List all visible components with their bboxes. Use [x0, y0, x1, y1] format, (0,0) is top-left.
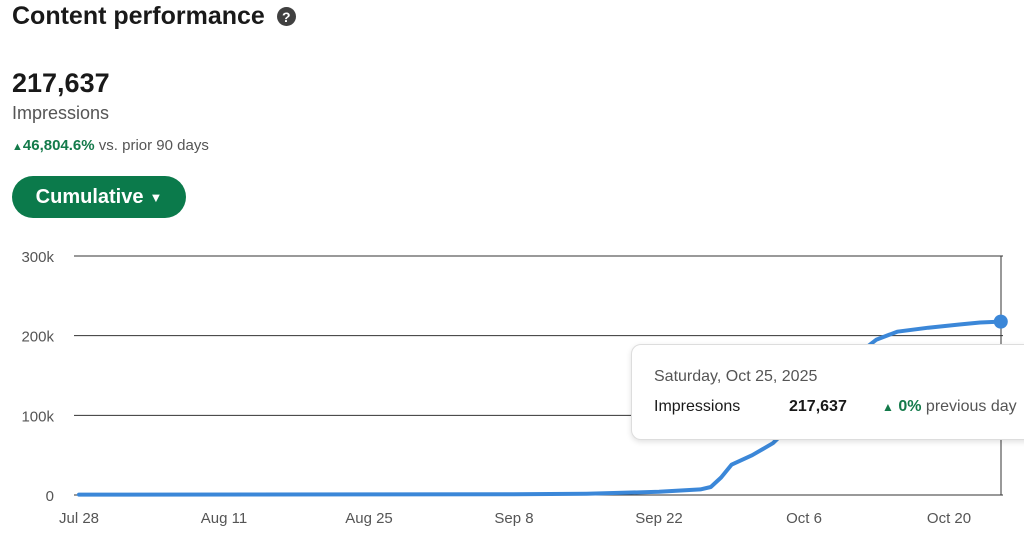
chart-tooltip: Saturday, Oct 25, 2025 Impressions 217,6…	[631, 344, 1024, 440]
change-percent: 46,804.6%	[22, 137, 95, 154]
button-label: Cumulative	[35, 185, 144, 208]
tooltip-change-pct: 0%	[898, 398, 922, 415]
impressions-total: 217,637	[12, 68, 110, 98]
tooltip-date: Saturday, Oct 25, 2025	[654, 368, 818, 385]
change-text: vs. prior 90 days	[98, 137, 209, 154]
hover-point-marker	[993, 314, 1008, 329]
tooltip-change-text: previous day	[925, 398, 1017, 415]
x-tick-label: Aug 25	[345, 510, 393, 527]
impressions-label: Impressions	[12, 103, 110, 123]
series-line-impressions	[77, 319, 1003, 497]
tooltip-value: 217,637	[789, 398, 847, 415]
x-tick-label: Jul 28	[59, 510, 99, 527]
y-tick-label: 300k	[21, 249, 54, 266]
page-title: Content performance ?	[12, 2, 296, 31]
triangle-up-icon: ▲	[12, 141, 23, 153]
caret-down-icon: ▼	[149, 189, 163, 205]
question-circle-icon[interactable]: ?	[276, 7, 296, 26]
cumulative-dropdown-button[interactable]: Cumulative ▼	[12, 176, 186, 218]
x-tick-label: Oct 6	[786, 510, 822, 527]
y-tick-label: 200k	[21, 329, 54, 346]
x-tick-label: Aug 11	[201, 510, 247, 527]
x-tick-label: Sep 8	[494, 510, 533, 527]
y-tick-label: 0	[46, 488, 54, 505]
tooltip-metric: Impressions	[654, 398, 741, 415]
tooltip-row: Impressions 217,637 ▲ 0% previous day	[654, 398, 1017, 416]
x-tick-label: Sep 22	[635, 510, 683, 527]
y-tick-label: 100k	[21, 408, 54, 425]
tooltip-change: ▲ 0% previous day	[882, 398, 1017, 416]
title-text: Content performance	[12, 2, 265, 30]
x-tick-label: Oct 20	[927, 510, 971, 527]
change-summary: ▲46,804.6% vs. prior 90 days	[12, 137, 209, 154]
triangle-up-icon: ▲	[882, 400, 894, 414]
